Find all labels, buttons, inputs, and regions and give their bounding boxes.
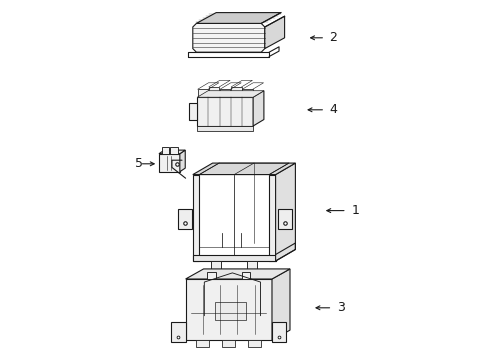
Polygon shape — [171, 322, 186, 342]
Polygon shape — [196, 340, 209, 347]
Polygon shape — [197, 91, 264, 97]
Polygon shape — [242, 272, 250, 279]
Polygon shape — [275, 163, 295, 261]
Polygon shape — [269, 175, 275, 261]
Polygon shape — [193, 175, 199, 261]
Polygon shape — [222, 340, 235, 347]
Text: 1: 1 — [351, 204, 359, 217]
Polygon shape — [162, 147, 170, 154]
Polygon shape — [171, 147, 178, 154]
Polygon shape — [186, 279, 272, 340]
Polygon shape — [178, 209, 192, 229]
Polygon shape — [196, 13, 281, 23]
Polygon shape — [193, 255, 275, 261]
Polygon shape — [180, 150, 185, 172]
Polygon shape — [193, 23, 265, 52]
Polygon shape — [272, 322, 286, 342]
Polygon shape — [207, 272, 216, 279]
Polygon shape — [197, 97, 253, 126]
Text: 2: 2 — [330, 31, 338, 44]
Polygon shape — [220, 89, 230, 97]
Polygon shape — [247, 261, 257, 269]
Polygon shape — [272, 269, 290, 340]
Polygon shape — [216, 302, 245, 320]
Polygon shape — [209, 87, 219, 97]
Text: 3: 3 — [337, 301, 344, 314]
Polygon shape — [248, 340, 261, 347]
Polygon shape — [242, 89, 253, 97]
Polygon shape — [159, 154, 180, 172]
Polygon shape — [189, 103, 197, 120]
Text: 5: 5 — [135, 157, 143, 170]
Polygon shape — [278, 209, 292, 229]
Polygon shape — [197, 126, 253, 131]
Polygon shape — [265, 16, 285, 49]
Polygon shape — [211, 261, 221, 269]
Polygon shape — [193, 163, 295, 175]
Polygon shape — [253, 91, 264, 126]
Polygon shape — [186, 269, 290, 279]
Polygon shape — [197, 89, 208, 97]
Polygon shape — [159, 150, 185, 154]
Polygon shape — [231, 87, 242, 97]
Text: 4: 4 — [330, 103, 338, 116]
